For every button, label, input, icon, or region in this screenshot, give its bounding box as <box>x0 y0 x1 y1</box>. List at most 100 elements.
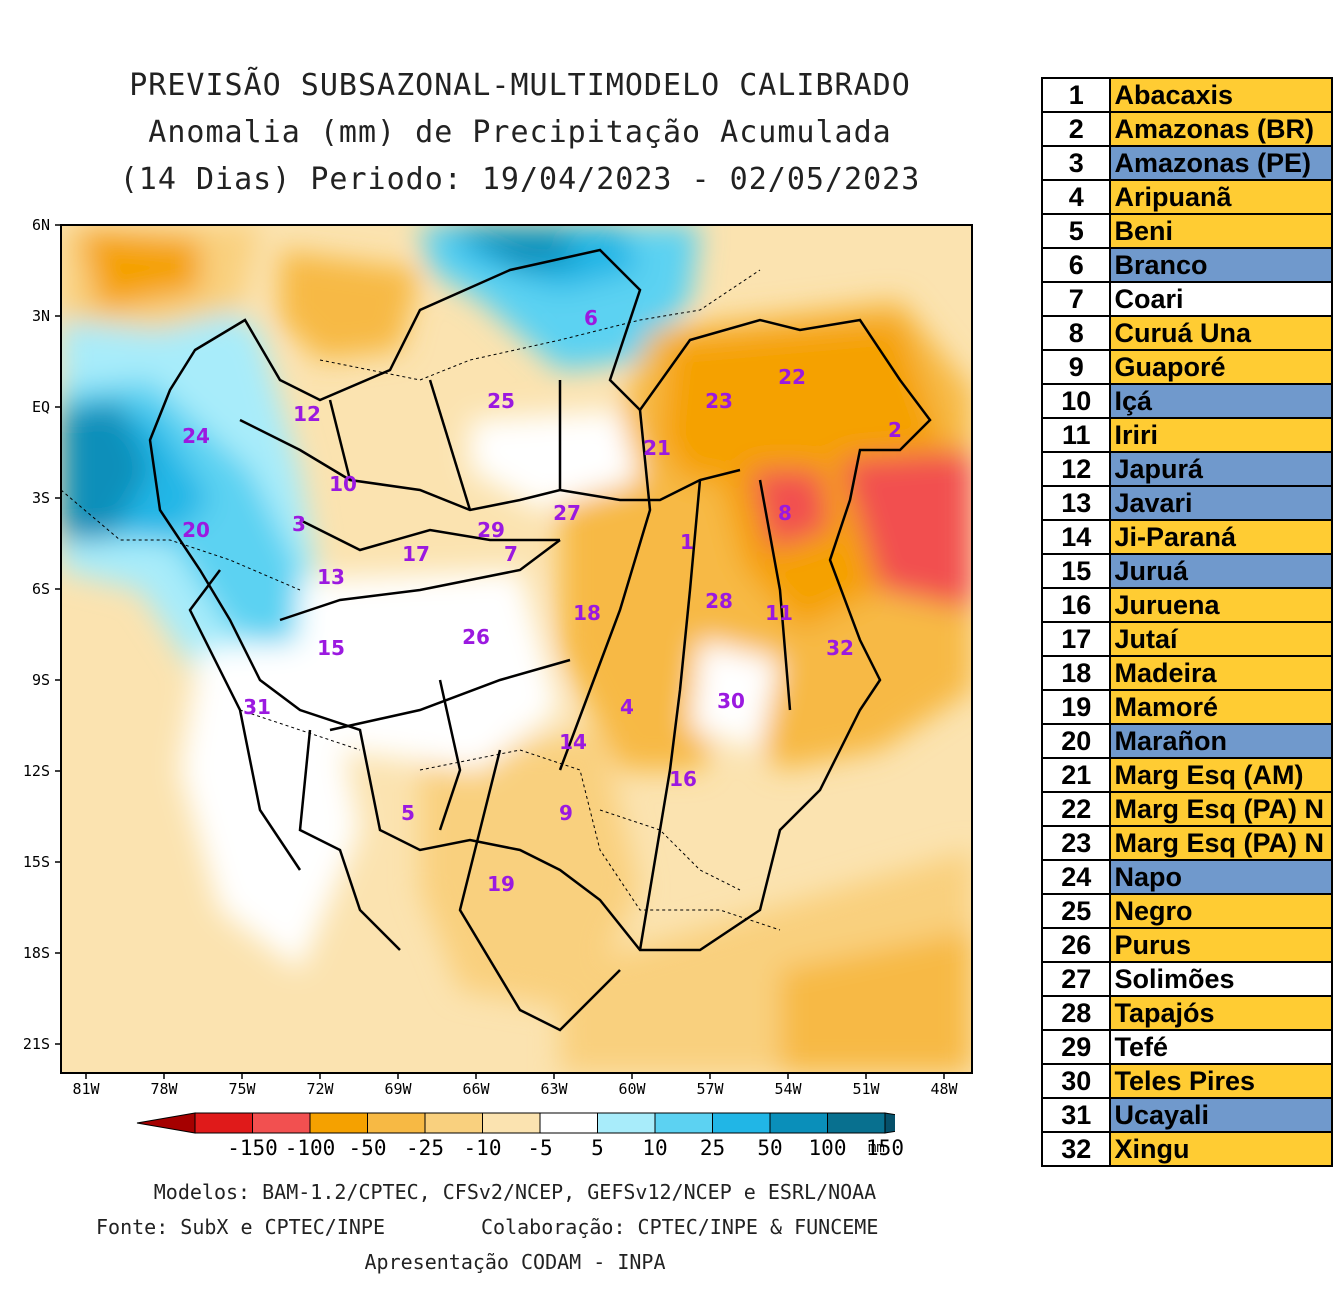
basin-name: Xingu <box>1109 1131 1333 1167</box>
basin-row: 30 Teles Pires <box>1040 1063 1333 1099</box>
basin-number: 32 <box>1040 1131 1112 1167</box>
basin-number: 22 <box>1040 791 1112 827</box>
source-text: Fonte: SubX e CPTEC/INPE <box>96 1215 385 1239</box>
basin-name: Juruá <box>1109 553 1333 589</box>
basin-row: 17 Jutaí <box>1040 621 1333 657</box>
basin-name: Japurá <box>1109 451 1333 487</box>
colorbar-bin <box>654 1112 713 1134</box>
lon-label: 69W <box>384 1080 412 1098</box>
basin-marker-12: 12 <box>293 402 321 426</box>
basin-marker-2: 2 <box>888 418 902 442</box>
basin-name: Teles Pires <box>1109 1063 1333 1099</box>
basin-marker-3: 3 <box>292 512 306 536</box>
basin-marker-20: 20 <box>182 518 210 542</box>
basin-name: Marañon <box>1109 723 1333 759</box>
lon-label: 63W <box>540 1080 568 1098</box>
colorbar-tick-label: 25 <box>699 1136 726 1160</box>
lon-label: 48W <box>930 1080 958 1098</box>
colorbar-bin <box>482 1112 541 1134</box>
basin-name: Marg Esq (PA) N <box>1109 825 1333 861</box>
presentation-credit: Apresentação CODAM - INPA <box>364 1250 666 1274</box>
basin-row: 25 Negro <box>1040 893 1333 929</box>
basin-row: 9 Guaporé <box>1040 349 1333 385</box>
title-line-2: Anomalia (mm) de Precipitação Acumulada <box>148 115 892 150</box>
colorbar-tick-label: 50 <box>757 1136 783 1160</box>
basin-name: Marg Esq (PA) N <box>1109 791 1333 827</box>
basin-marker-31: 31 <box>243 695 271 719</box>
lon-label: 66W <box>462 1080 490 1098</box>
basin-name: Guaporé <box>1109 349 1333 385</box>
basin-number: 11 <box>1040 417 1112 453</box>
basin-name: Tefé <box>1109 1029 1333 1065</box>
basin-row: 20 Marañon <box>1040 723 1333 759</box>
basin-row: 8 Curuá Una <box>1040 315 1333 351</box>
basin-number: 14 <box>1040 519 1112 555</box>
basin-marker-5: 5 <box>401 801 415 825</box>
basin-name: Madeira <box>1109 655 1333 691</box>
basin-row: 29 Tefé <box>1040 1029 1333 1065</box>
basin-marker-14: 14 <box>559 730 587 754</box>
basin-marker-27: 27 <box>553 501 581 525</box>
basin-number: 9 <box>1040 349 1112 385</box>
colorbar-bin <box>769 1112 828 1134</box>
basin-row: 1 Abacaxis <box>1040 77 1333 113</box>
colorbar-tick-labels: -150 -100 -50 -25 -10 -5 5 10 25 50 100 150 <box>0 1136 1333 1166</box>
basin-name: Jutaí <box>1109 621 1333 657</box>
basin-row: 16 Juruena <box>1040 587 1333 623</box>
basin-row: 4 Aripuanã <box>1040 179 1333 215</box>
colorbar-tick-label: 100 <box>808 1136 847 1160</box>
country-borders <box>61 269 781 931</box>
basin-number: 29 <box>1040 1029 1112 1065</box>
basin-number: 6 <box>1040 247 1112 283</box>
anomaly-field <box>61 225 972 1073</box>
basin-number: 2 <box>1040 111 1112 147</box>
basin-number: 27 <box>1040 961 1112 997</box>
colorbar-tick-label: 150 <box>866 1136 904 1160</box>
lat-label: 21S <box>23 1035 50 1053</box>
basin-name: Branco <box>1109 247 1333 283</box>
lat-label: EQ <box>32 398 50 416</box>
basin-marker-10: 10 <box>329 472 357 496</box>
basin-number: 21 <box>1040 757 1112 793</box>
lon-label: 81W <box>72 1080 100 1098</box>
basin-row: 21 Marg Esq (AM) <box>1040 757 1333 793</box>
basin-name: Juruena <box>1109 587 1333 623</box>
basin-name: Coari <box>1109 281 1333 317</box>
colorbar-tick-label: -150 <box>227 1136 278 1160</box>
lon-label: 72W <box>306 1080 334 1098</box>
basin-row: 19 Mamoré <box>1040 689 1333 725</box>
basin-name: Negro <box>1109 893 1333 929</box>
basin-row: 27 Solimões <box>1040 961 1333 997</box>
lat-label: 3N <box>32 307 50 325</box>
basin-row: 26 Purus <box>1040 927 1333 963</box>
basin-marker-13: 13 <box>317 565 345 589</box>
basin-number: 25 <box>1040 893 1112 929</box>
basin-number: 17 <box>1040 621 1112 657</box>
colorbar-bin <box>597 1112 656 1134</box>
basin-marker-9: 9 <box>559 801 573 825</box>
basin-number: 8 <box>1040 315 1112 351</box>
basin-name: Tapajós <box>1109 995 1333 1031</box>
basin-name: Napo <box>1109 859 1333 895</box>
basin-row: 18 Madeira <box>1040 655 1333 691</box>
colorbar-tick-label: -5 <box>527 1136 553 1160</box>
basin-row: 12 Japurá <box>1040 451 1333 487</box>
basin-number: 10 <box>1040 383 1112 419</box>
basin-name: Içá <box>1109 383 1333 419</box>
basin-name: Ji-Paraná <box>1109 519 1333 555</box>
lat-label: 15S <box>23 853 50 871</box>
basin-row: 3 Amazonas (PE) <box>1040 145 1333 181</box>
basin-row: 28 Tapajós <box>1040 995 1333 1031</box>
lon-label: 54W <box>774 1080 802 1098</box>
colorbar-bin <box>424 1112 483 1134</box>
basin-marker-1: 1 <box>680 530 694 554</box>
lon-label: 75W <box>228 1080 256 1098</box>
basin-marker-11: 11 <box>765 601 793 625</box>
basin-marker-21: 21 <box>643 436 671 460</box>
basin-marker-7: 7 <box>504 542 518 566</box>
precipitation-anomaly-map: 6N 3N EQ 3S 6S 9S 12S 15S 18S 21S 81W 78W 75W 72W 69W… <box>23 216 973 1098</box>
colorbar-bin <box>252 1112 311 1134</box>
lon-label: 60W <box>618 1080 646 1098</box>
basin-row: 10 Içá <box>1040 383 1333 419</box>
basin-marker-15: 15 <box>317 636 345 660</box>
